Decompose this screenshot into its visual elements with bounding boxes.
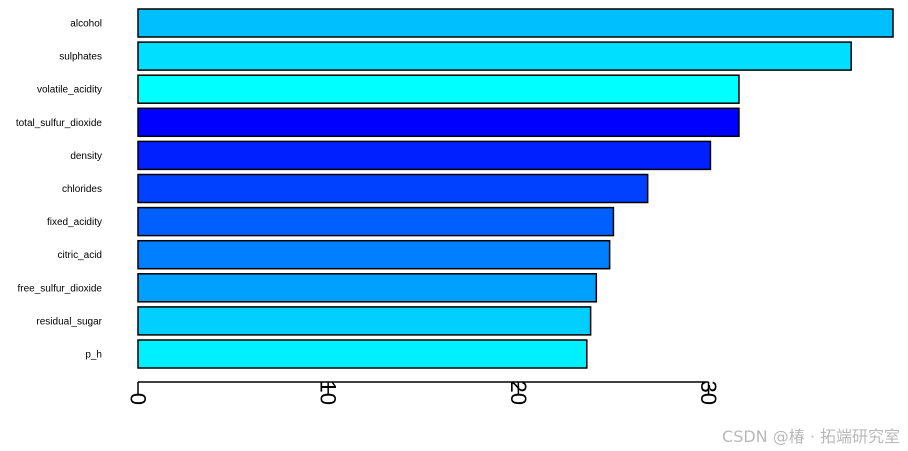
category-label-sulphates: sulphates [59,52,102,63]
category-label-chlorides: chlorides [62,184,102,195]
category-labels-group: alcohol sulphates volatile_acidity total_su… [16,19,103,361]
watermark: CSDN @椿 · 拓端研究室 [722,427,900,446]
bar-sulphates [137,41,852,71]
bar-volatile-acidity [137,74,740,104]
bar-free-sulfur-dioxide [137,273,598,303]
x-tick-label-20: 20 [506,381,531,405]
category-label-p-h: p_h [85,350,102,361]
category-label-residual-sugar: residual_sugar [36,316,102,327]
bar-chlorides [137,173,649,204]
category-label-citric-acid: citric_acid [58,250,102,261]
x-axis: 0 10 20 30 [126,381,722,405]
bar-fixed-acidity [137,206,615,237]
bar-alcohol [137,8,894,38]
bar-citric-acid [137,239,611,270]
category-label-fixed-acidity: fixed_acidity [47,217,102,228]
bar-p-h [137,339,588,369]
category-label-free-sulfur-dioxide: free_sulfur_dioxide [18,283,103,294]
category-label-volatile-acidity: volatile_acidity [37,85,102,96]
bars-group [137,8,894,369]
x-tick-label-30: 30 [696,381,721,405]
x-tick-label-0: 0 [126,393,151,405]
bar-residual-sugar [137,306,592,336]
bar-total-sulfur-dioxide [137,107,740,138]
x-tick-label-10: 10 [316,381,341,405]
bar-density [137,140,712,171]
category-label-total-sulfur-dioxide: total_sulfur_dioxide [16,118,103,129]
category-label-density: density [70,151,102,162]
category-label-alcohol: alcohol [70,19,102,30]
